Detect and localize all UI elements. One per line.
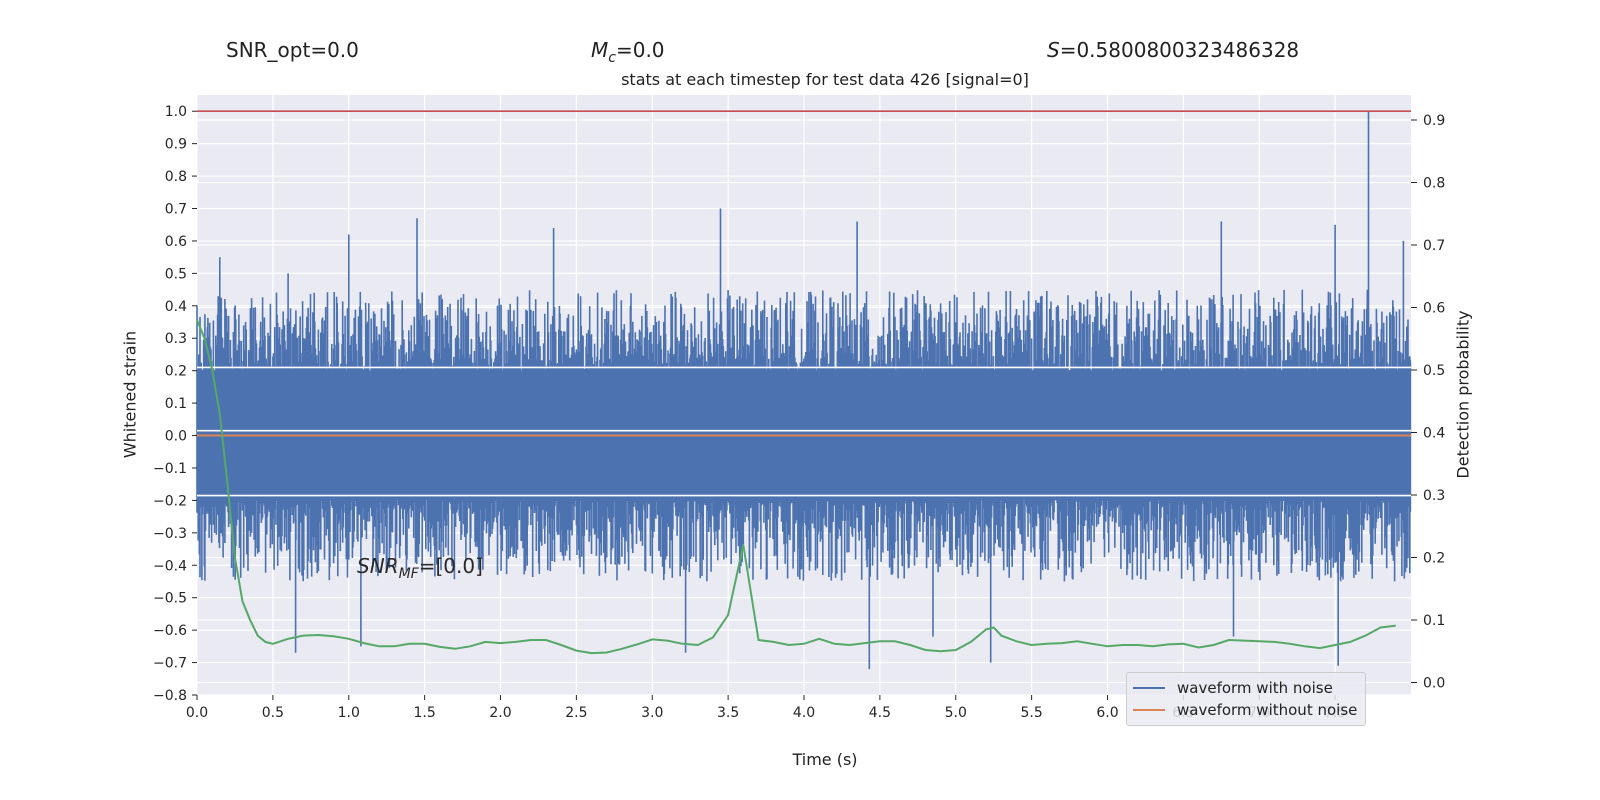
x-tick-0: 0.0 — [186, 705, 208, 721]
legend-swatch-clean — [1133, 709, 1165, 711]
x-tick-4: 2.0 — [489, 705, 511, 721]
x-tick-2: 1.0 — [338, 705, 360, 721]
y-tick-11: −0.1 — [153, 461, 187, 477]
tick-labels: 0.00.51.01.52.02.53.03.54.04.55.05.56.06… — [153, 104, 1445, 721]
legend-item-clean: waveform without noise — [1133, 699, 1357, 721]
y-tick-12: −0.2 — [153, 493, 187, 509]
snr-mf-value: =[0.0] — [418, 554, 483, 578]
series-detection-probability — [196, 319, 1396, 655]
legend-label-noise: waveform with noise — [1177, 679, 1333, 697]
y-axis-label-left: Whitened strain — [120, 330, 140, 459]
y-tick-14: −0.4 — [153, 558, 187, 574]
y-tick-16: −0.6 — [153, 623, 187, 639]
y-tick-1: 0.9 — [165, 137, 187, 153]
y-right-tick-1: 0.8 — [1423, 176, 1445, 192]
y-tick-5: 0.5 — [165, 266, 187, 282]
y-axis-label-right: Detection probability — [1453, 310, 1473, 479]
x-tick-9: 4.5 — [869, 705, 891, 721]
y-right-tick-5: 0.4 — [1423, 426, 1445, 442]
y-right-tick-6: 0.3 — [1423, 488, 1445, 504]
y-tick-3: 0.7 — [165, 202, 187, 218]
snr-mf-symbol: SNR — [357, 554, 399, 578]
chirp-mass-value: =0.0 — [615, 38, 665, 62]
y-tick-18: −0.8 — [153, 688, 187, 704]
y-tick-7: 0.3 — [165, 331, 187, 347]
chirp-mass-symbol: M — [591, 38, 609, 62]
x-tick-7: 3.5 — [717, 705, 739, 721]
y-tick-17: −0.7 — [153, 656, 187, 672]
s-stat: S=0.5800800323486328 — [1047, 38, 1299, 62]
s-symbol: S — [1047, 38, 1060, 62]
x-tick-5: 2.5 — [565, 705, 587, 721]
x-tick-3: 1.5 — [413, 705, 435, 721]
legend-item-noise: waveform with noise — [1133, 677, 1333, 699]
plot-title: stats at each timestep for test data 426… — [621, 70, 1029, 89]
y-right-tick-7: 0.2 — [1423, 551, 1445, 567]
x-tick-10: 5.0 — [945, 705, 967, 721]
y-tick-10: 0.0 — [165, 429, 187, 445]
y-right-tick-9: 0.0 — [1423, 676, 1445, 692]
x-axis-label: Time (s) — [792, 750, 858, 769]
snr-mf-annotation: SNRMF=[0.0] — [357, 554, 483, 582]
x-tick-6: 3.0 — [641, 705, 663, 721]
y-tick-9: 0.1 — [165, 396, 187, 412]
x-tick-11: 5.5 — [1020, 705, 1042, 721]
y-tick-6: 0.4 — [165, 299, 187, 315]
series-layer — [196, 110, 1412, 670]
x-tick-8: 4.0 — [793, 705, 815, 721]
y-tick-2: 0.8 — [165, 169, 187, 185]
y-tick-0: 1.0 — [165, 104, 187, 120]
y-right-tick-2: 0.7 — [1423, 238, 1445, 254]
y-right-tick-4: 0.5 — [1423, 363, 1445, 379]
legend: waveform with noise waveform without noi… — [1126, 672, 1366, 726]
chirp-mass-subscript: c — [608, 50, 616, 66]
x-tick-1: 0.5 — [262, 705, 284, 721]
legend-label-clean: waveform without noise — [1177, 701, 1358, 719]
y-right-tick-0: 0.9 — [1423, 113, 1445, 129]
y-tick-15: −0.5 — [153, 591, 187, 607]
snr-opt-stat: SNR_opt=0.0 — [226, 38, 359, 62]
y-tick-8: 0.2 — [165, 364, 187, 380]
y-right-tick-8: 0.1 — [1423, 613, 1445, 629]
x-tick-12: 6.0 — [1096, 705, 1118, 721]
snr-mf-subscript: MF — [398, 566, 419, 582]
s-value: =0.5800800323486328 — [1059, 38, 1300, 62]
y-tick-13: −0.3 — [153, 526, 187, 542]
y-right-tick-3: 0.6 — [1423, 301, 1445, 317]
chirp-mass-stat: Mc=0.0 — [591, 38, 665, 66]
legend-swatch-noise — [1133, 687, 1165, 689]
y-tick-4: 0.6 — [165, 234, 187, 250]
